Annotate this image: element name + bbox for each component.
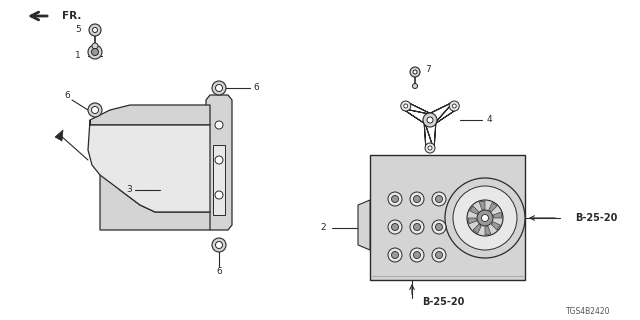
Polygon shape (427, 101, 458, 125)
Circle shape (445, 178, 525, 258)
Polygon shape (492, 222, 500, 230)
Polygon shape (55, 130, 63, 141)
Circle shape (410, 67, 420, 77)
Text: 1: 1 (76, 52, 81, 60)
Polygon shape (485, 227, 491, 235)
Circle shape (410, 248, 424, 262)
Circle shape (212, 238, 226, 252)
Circle shape (477, 210, 493, 226)
Circle shape (212, 81, 226, 95)
Text: FR.: FR. (62, 11, 81, 21)
Circle shape (481, 214, 488, 221)
Circle shape (413, 252, 420, 259)
Text: TGS4B2420: TGS4B2420 (566, 308, 610, 316)
Polygon shape (206, 95, 232, 230)
Circle shape (388, 220, 402, 234)
Circle shape (432, 220, 446, 234)
Polygon shape (479, 201, 485, 210)
Circle shape (432, 192, 446, 206)
Circle shape (423, 113, 437, 127)
Text: 4: 4 (487, 116, 493, 124)
Circle shape (427, 117, 433, 123)
Circle shape (215, 156, 223, 164)
Text: 6: 6 (253, 84, 259, 92)
Circle shape (392, 223, 399, 230)
Circle shape (388, 248, 402, 262)
Circle shape (89, 24, 101, 36)
Circle shape (215, 191, 223, 199)
Text: 2: 2 (321, 223, 326, 233)
Circle shape (215, 121, 223, 129)
Circle shape (413, 196, 420, 203)
Circle shape (392, 252, 399, 259)
Text: 6: 6 (216, 268, 222, 276)
Circle shape (425, 143, 435, 153)
Circle shape (216, 242, 223, 249)
Circle shape (435, 252, 442, 259)
Polygon shape (100, 175, 210, 230)
Circle shape (401, 101, 411, 111)
Text: 3: 3 (126, 186, 132, 195)
Circle shape (413, 84, 417, 89)
Circle shape (216, 84, 223, 92)
Circle shape (88, 103, 102, 117)
Polygon shape (468, 218, 477, 224)
Polygon shape (470, 206, 479, 214)
Circle shape (467, 200, 503, 236)
Circle shape (92, 43, 98, 49)
Circle shape (404, 104, 408, 108)
Circle shape (452, 104, 456, 108)
Polygon shape (473, 224, 481, 233)
Bar (370, 155, 525, 280)
Polygon shape (493, 212, 502, 218)
Polygon shape (358, 200, 370, 250)
Polygon shape (424, 120, 436, 150)
Text: B-25-20: B-25-20 (422, 297, 465, 307)
Circle shape (92, 107, 99, 114)
Circle shape (413, 223, 420, 230)
Circle shape (93, 28, 97, 33)
Circle shape (435, 196, 442, 203)
Polygon shape (213, 145, 225, 215)
Circle shape (410, 220, 424, 234)
Circle shape (388, 192, 402, 206)
Text: 7: 7 (425, 66, 431, 75)
Circle shape (392, 196, 399, 203)
Circle shape (428, 146, 432, 150)
Circle shape (435, 223, 442, 230)
Circle shape (453, 186, 517, 250)
Circle shape (92, 49, 99, 55)
Text: B-25-20: B-25-20 (575, 213, 618, 223)
Polygon shape (489, 203, 497, 212)
Text: 5: 5 (76, 26, 81, 35)
Text: 6: 6 (64, 91, 70, 100)
Polygon shape (90, 105, 210, 125)
Circle shape (410, 192, 424, 206)
Polygon shape (402, 101, 433, 125)
Circle shape (88, 45, 102, 59)
Circle shape (432, 248, 446, 262)
Polygon shape (88, 120, 210, 212)
Circle shape (449, 101, 460, 111)
Circle shape (413, 70, 417, 74)
